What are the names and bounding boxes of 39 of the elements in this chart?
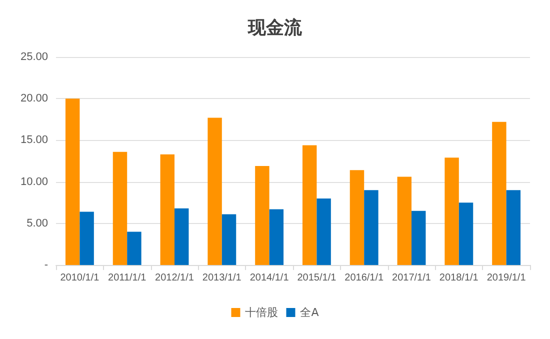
bar xyxy=(112,152,128,265)
x-tick-label: 2019/1/1 xyxy=(486,272,526,284)
x-tick-label: 2014/1/1 xyxy=(250,272,290,284)
bar xyxy=(127,232,142,265)
bar xyxy=(255,166,270,265)
bar xyxy=(269,209,284,265)
bar xyxy=(222,214,236,265)
bar xyxy=(174,208,189,265)
y-tick-label: 15.00 xyxy=(20,134,48,146)
y-tick-label: - xyxy=(44,259,48,271)
y-tick-label: 25.00 xyxy=(20,51,48,63)
y-tick-label: 10.00 xyxy=(20,176,48,188)
x-tick-label: 2017/1/1 xyxy=(392,272,432,284)
bar xyxy=(444,158,459,265)
legend-label: 全A xyxy=(300,306,320,319)
x-tick-label: 2013/1/1 xyxy=(202,272,242,284)
bar xyxy=(316,198,331,265)
bar xyxy=(492,122,506,265)
x-tick-label: 2018/1/1 xyxy=(439,272,479,284)
y-tick-label: 20.00 xyxy=(20,92,48,105)
chart-title: 现金流 xyxy=(247,18,303,38)
x-tick-label: 2016/1/1 xyxy=(344,272,384,284)
y-tick-label: 5.00 xyxy=(26,217,48,230)
x-tick-label: 2012/1/1 xyxy=(155,272,194,284)
legend-label: 十倍股 xyxy=(245,306,278,319)
bar xyxy=(458,202,474,265)
bar xyxy=(506,190,521,265)
x-tick-label: 2011/1/1 xyxy=(108,272,147,284)
bar xyxy=(160,154,174,265)
bar xyxy=(65,98,80,265)
bar xyxy=(208,118,222,265)
bar xyxy=(350,170,364,265)
x-tick-label: 2015/1/1 xyxy=(297,272,337,284)
bar xyxy=(302,145,317,265)
x-tick-label: 2010/1/1 xyxy=(60,272,100,284)
bar xyxy=(80,212,94,265)
bar xyxy=(364,190,378,265)
bar xyxy=(412,210,426,265)
bar xyxy=(397,176,412,265)
